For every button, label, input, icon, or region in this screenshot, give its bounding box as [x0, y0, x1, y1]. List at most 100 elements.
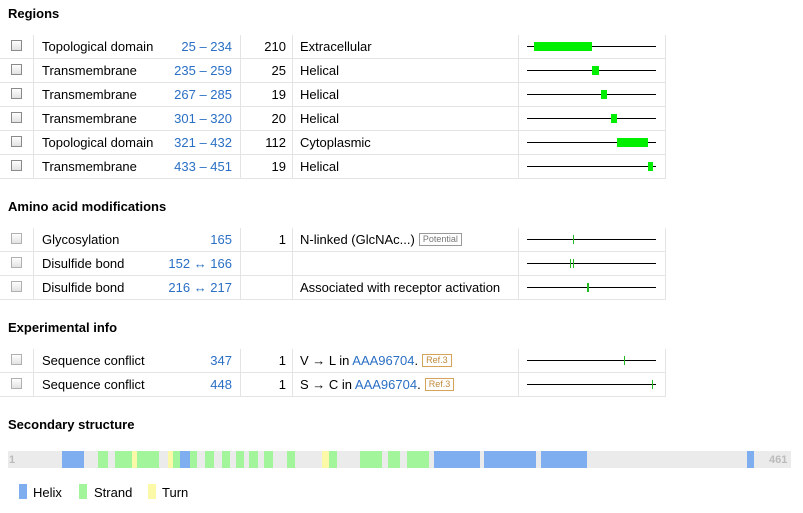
column-divider — [665, 155, 666, 178]
feature-position-link[interactable]: 267 – 285 — [174, 87, 232, 102]
desc-text: Extracellular — [300, 39, 372, 54]
column-divider — [292, 373, 293, 396]
helix-segment — [483, 451, 537, 468]
column-divider — [665, 35, 666, 58]
section-title-experimental: Experimental info — [8, 320, 118, 335]
table-row: Sequence conflict 448 1 S → C in AAA96704. R… — [0, 373, 666, 397]
column-divider — [665, 107, 666, 130]
feature-description: Helical — [300, 87, 339, 102]
strand-segment — [249, 451, 258, 468]
feature-description: S → C in AAA96704. Ref.3 — [300, 377, 455, 392]
row-checkbox[interactable] — [11, 64, 22, 75]
strand-segment — [286, 451, 296, 468]
feature-track-line — [527, 161, 656, 171]
feature-bar — [647, 161, 654, 171]
helix-segment — [541, 451, 588, 468]
site-tick — [573, 235, 575, 244]
site-tick — [587, 283, 589, 292]
feature-position-link[interactable]: 301 – 320 — [174, 111, 232, 126]
feature-bar — [616, 137, 648, 147]
row-checkbox[interactable] — [11, 378, 22, 389]
column-divider — [665, 373, 666, 396]
strand-segment — [115, 451, 132, 468]
row-checkbox[interactable] — [11, 354, 22, 365]
feature-length: 1 — [278, 377, 286, 392]
column-divider — [33, 373, 34, 396]
row-checkbox[interactable] — [11, 112, 22, 123]
column-divider — [665, 59, 666, 82]
column-divider — [33, 276, 34, 299]
column-divider — [518, 252, 519, 275]
column-divider — [33, 131, 34, 154]
column-divider — [240, 83, 241, 106]
sequence-end-label: 461 — [769, 454, 788, 466]
column-divider — [240, 252, 241, 275]
row-checkbox[interactable] — [11, 281, 22, 292]
feature-type: Transmembrane — [42, 87, 137, 102]
feature-description: Cytoplasmic — [300, 135, 371, 150]
row-checkbox[interactable] — [11, 40, 22, 51]
feature-bar — [601, 89, 607, 99]
feature-type: Glycosylation — [42, 232, 120, 247]
feature-position-link[interactable]: 347 — [210, 353, 232, 368]
column-divider — [292, 131, 293, 154]
feature-position-link[interactable]: 25 – 234 — [181, 39, 232, 54]
feature-track-line — [527, 65, 656, 75]
feature-track-line — [527, 283, 656, 292]
feature-type: Topological domain — [42, 39, 154, 54]
column-divider — [665, 228, 666, 251]
feature-description: Helical — [300, 63, 339, 78]
feature-type: Transmembrane — [42, 159, 137, 174]
accession-link[interactable]: AAA96704 — [354, 377, 418, 392]
column-divider — [518, 373, 519, 396]
strand-segment — [264, 451, 273, 468]
evidence-badge: Potential — [418, 233, 462, 246]
feature-type: Disulfide bond — [42, 256, 125, 271]
sequence-start-label: 1 — [9, 454, 16, 466]
feature-bar — [592, 65, 600, 75]
feature-length: 1 — [278, 232, 286, 247]
feature-position-link[interactable]: 448 — [210, 377, 232, 392]
row-checkbox[interactable] — [11, 257, 22, 268]
desc-suffix: . — [414, 353, 419, 368]
table-row: Transmembrane 267 – 285 19 Helical — [0, 83, 666, 107]
turn-swatch — [148, 484, 156, 499]
feature-position-link[interactable]: 321 – 432 — [174, 135, 232, 150]
feature-type: Disulfide bond — [42, 280, 125, 295]
feature-length: 19 — [271, 159, 286, 174]
helix-segment — [746, 451, 754, 468]
table-row: Glycosylation 165 1 N-linked (GlcNAc...) Pot… — [0, 228, 666, 252]
reference-badge[interactable]: Ref.3 — [422, 354, 452, 367]
row-checkbox[interactable] — [11, 88, 22, 99]
column-divider — [33, 155, 34, 178]
column-divider — [292, 155, 293, 178]
feature-length: 1 — [278, 353, 286, 368]
strand-segment — [172, 451, 180, 468]
helix-segment — [62, 451, 85, 468]
column-divider — [240, 59, 241, 82]
column-divider — [518, 228, 519, 251]
column-divider — [292, 228, 293, 251]
feature-position-link[interactable]: 216 ↔ 217 — [168, 280, 232, 295]
feature-position-link[interactable]: 152 ↔ 166 — [168, 256, 232, 271]
reference-badge[interactable]: Ref.3 — [424, 378, 455, 391]
strand-segment — [359, 451, 382, 468]
accession-link[interactable]: AAA96704 — [352, 353, 415, 368]
strand-segment — [235, 451, 245, 468]
feature-position-link[interactable]: 433 – 451 — [174, 159, 232, 174]
feature-description: V → L in AAA96704. Ref.3 — [300, 353, 452, 368]
feature-type: Transmembrane — [42, 63, 137, 78]
feature-length: 210 — [264, 39, 286, 54]
table-row: Topological domain 321 – 432 112 Cytoplasmi… — [0, 131, 666, 155]
row-checkbox[interactable] — [11, 233, 22, 244]
feature-description: Extracellular — [300, 39, 372, 54]
row-checkbox[interactable] — [11, 160, 22, 171]
feature-position-link[interactable]: 165 — [210, 232, 232, 247]
column-divider — [665, 83, 666, 106]
row-checkbox[interactable] — [11, 136, 22, 147]
column-divider — [518, 349, 519, 372]
column-divider — [33, 349, 34, 372]
table-row: Transmembrane 235 – 259 25 Helical — [0, 59, 666, 83]
feature-position-link[interactable]: 235 – 259 — [174, 63, 232, 78]
strand-segment — [98, 451, 109, 468]
